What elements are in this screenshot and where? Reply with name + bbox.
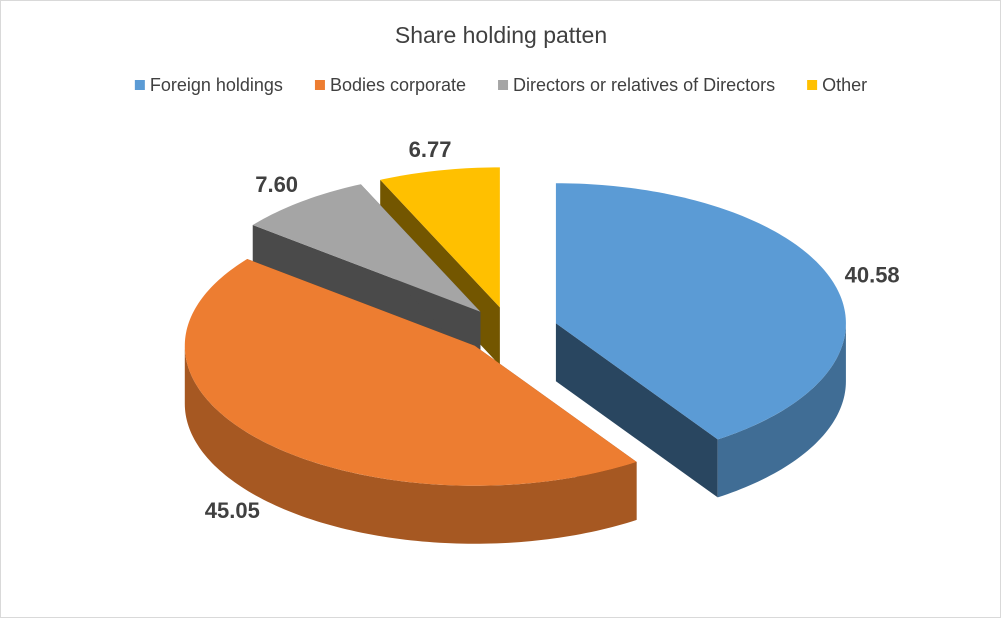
legend-label: Foreign holdings xyxy=(150,75,283,95)
legend: Foreign holdings Bodies corporate Director… xyxy=(134,75,867,95)
legend-swatch xyxy=(314,80,325,90)
legend-label: Other xyxy=(822,75,867,95)
slice-wall xyxy=(717,323,846,498)
slice xyxy=(555,183,846,440)
slice-side xyxy=(555,323,718,498)
slice-wall xyxy=(184,345,637,544)
legend-swatch xyxy=(807,80,818,90)
slice xyxy=(184,259,637,486)
data-label: 7.60 xyxy=(255,172,298,197)
pie: 40.58 45.05 7.60 6.77 xyxy=(184,137,900,544)
slice xyxy=(380,167,500,308)
legend-label: Bodies corporate xyxy=(330,75,466,95)
legend-label: Directors or relatives of Directors xyxy=(513,75,775,95)
data-label: 45.05 xyxy=(205,498,260,523)
legend-swatch xyxy=(498,80,509,90)
data-label: 6.77 xyxy=(409,137,452,162)
slice xyxy=(252,184,481,312)
chart-title: Share holding patten xyxy=(395,22,607,48)
legend-swatch xyxy=(134,80,145,90)
data-label: 40.58 xyxy=(845,263,900,288)
